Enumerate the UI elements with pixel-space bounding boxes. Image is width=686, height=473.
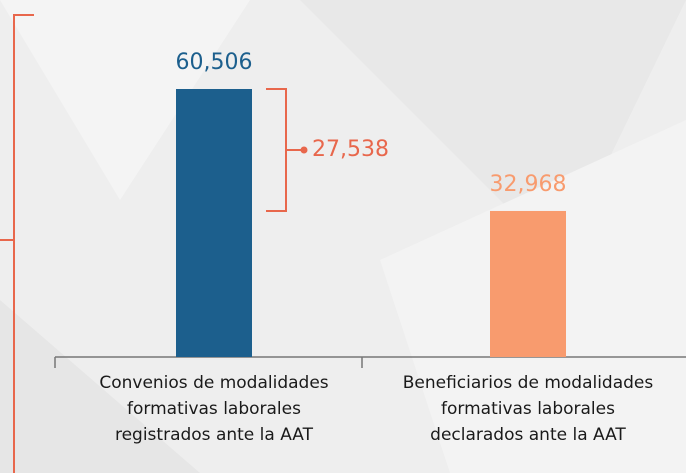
value-label: 60,506 <box>176 50 253 75</box>
difference-bracket <box>266 88 287 212</box>
annotation: 27,538 <box>312 137 389 162</box>
bracket-dot <box>300 146 308 154</box>
category-label: Beneficiarios de modalidades formativas … <box>402 373 654 445</box>
bar <box>490 210 566 357</box>
bg-shape <box>0 300 200 473</box>
category-label: Convenios de modalidades formativas labo… <box>99 373 329 445</box>
bar <box>176 89 252 357</box>
bg-shape <box>0 0 250 200</box>
left-bracket <box>13 14 34 473</box>
value-label: 32,968 <box>490 172 567 197</box>
